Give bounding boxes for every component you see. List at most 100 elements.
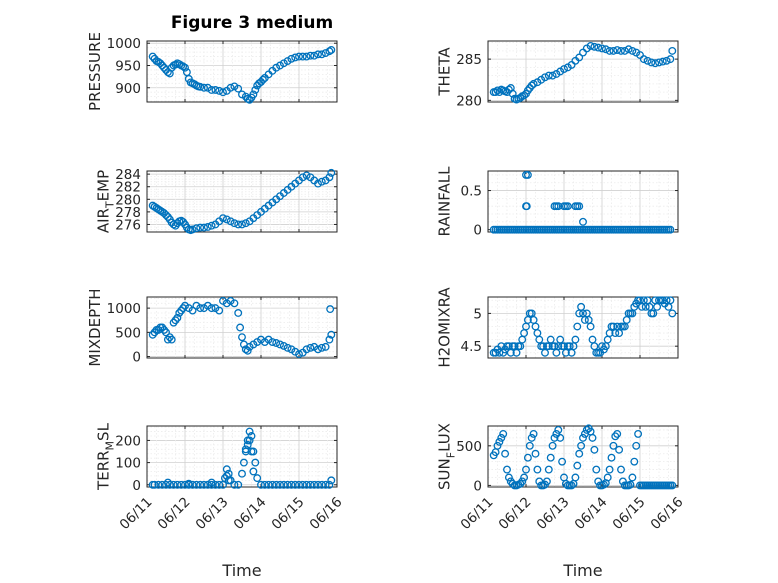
data-points xyxy=(489,41,677,104)
data-point xyxy=(662,56,671,65)
data-point xyxy=(520,473,529,482)
data-point xyxy=(615,445,624,454)
data-point xyxy=(230,219,239,228)
data-point xyxy=(310,480,319,489)
data-point xyxy=(571,335,580,344)
ylabel: TERRMSL xyxy=(94,422,116,491)
data-point xyxy=(196,82,205,91)
data-point xyxy=(518,477,527,486)
data-point xyxy=(314,50,322,59)
data-point xyxy=(238,220,246,229)
data-point xyxy=(317,343,326,352)
data-points xyxy=(489,424,677,490)
data-point xyxy=(590,445,599,454)
y-tick-label: 500 xyxy=(115,325,141,341)
data-point xyxy=(601,45,610,54)
data-point xyxy=(207,480,216,489)
data-point xyxy=(624,45,633,54)
data-point xyxy=(222,215,231,224)
data-point xyxy=(655,58,663,67)
data-point xyxy=(668,481,677,490)
data-point xyxy=(603,473,612,482)
data-point xyxy=(230,299,239,308)
data-point xyxy=(523,170,532,179)
data-point xyxy=(276,340,284,349)
data-point xyxy=(639,55,648,64)
data-point xyxy=(548,441,557,450)
data-point xyxy=(181,63,189,72)
data-point xyxy=(314,480,322,489)
y-tick-label: 278 xyxy=(115,205,141,221)
data-point xyxy=(609,441,618,450)
data-point xyxy=(268,480,277,489)
data-point xyxy=(260,480,269,489)
axes-box xyxy=(146,40,338,103)
data-point xyxy=(508,479,517,488)
data-point xyxy=(249,90,258,99)
data-point xyxy=(226,217,235,226)
data-point xyxy=(594,43,603,52)
x-tick-label: 06/16 xyxy=(307,494,346,533)
data-point xyxy=(632,441,641,450)
data-point xyxy=(560,65,568,73)
data-point xyxy=(148,52,157,61)
ylabel: MIXDEPTH xyxy=(86,288,104,366)
data-point xyxy=(554,202,563,211)
data-point xyxy=(516,479,525,488)
data-point xyxy=(243,440,252,449)
data-point xyxy=(592,465,601,474)
data-point xyxy=(302,480,311,489)
data-point xyxy=(575,449,584,458)
data-point xyxy=(150,480,159,489)
data-point xyxy=(327,168,336,177)
data-point xyxy=(310,51,319,60)
data-point xyxy=(588,433,597,442)
grid xyxy=(146,426,338,487)
data-point xyxy=(643,56,652,65)
x-tick-label: 06/15 xyxy=(269,494,308,533)
data-point xyxy=(527,433,536,442)
data-point xyxy=(257,480,265,489)
data-point xyxy=(590,42,599,51)
data-point xyxy=(258,75,267,84)
data-point xyxy=(224,476,233,485)
data-point xyxy=(302,52,311,61)
data-point xyxy=(192,224,201,233)
data-point xyxy=(628,46,637,55)
data-point xyxy=(658,57,667,66)
data-point xyxy=(276,480,284,489)
data-point xyxy=(527,81,536,90)
figure-title: Figure 3 medium xyxy=(171,13,333,33)
data-points xyxy=(148,168,336,235)
ylabel: AIRTEMP xyxy=(94,170,116,233)
data-point xyxy=(306,343,315,352)
data-point xyxy=(628,473,637,482)
data-point xyxy=(546,453,555,462)
data-point xyxy=(192,480,201,489)
y-tick-label: 950 xyxy=(115,58,141,74)
data-point xyxy=(573,461,582,470)
data-point xyxy=(327,330,336,339)
data-point xyxy=(586,41,595,50)
data-point xyxy=(295,350,303,359)
data-point xyxy=(177,480,186,489)
data-point xyxy=(196,480,205,489)
data-point xyxy=(184,479,193,488)
data-point xyxy=(162,480,170,489)
data-point xyxy=(620,46,629,55)
y-tick-label: 200 xyxy=(115,433,141,449)
data-point xyxy=(325,47,334,56)
y-tick-label: 0 xyxy=(473,478,482,494)
x-tick-label: 06/14 xyxy=(572,494,611,533)
data-point xyxy=(238,469,246,478)
ylabel: RAINFALL xyxy=(435,166,453,237)
data-point xyxy=(279,341,288,350)
data-point xyxy=(171,60,180,69)
data-point xyxy=(162,211,170,219)
data-point xyxy=(295,52,303,61)
data-point xyxy=(234,84,243,93)
data-point xyxy=(314,179,322,188)
data-point xyxy=(634,429,643,438)
data-point xyxy=(238,333,246,342)
